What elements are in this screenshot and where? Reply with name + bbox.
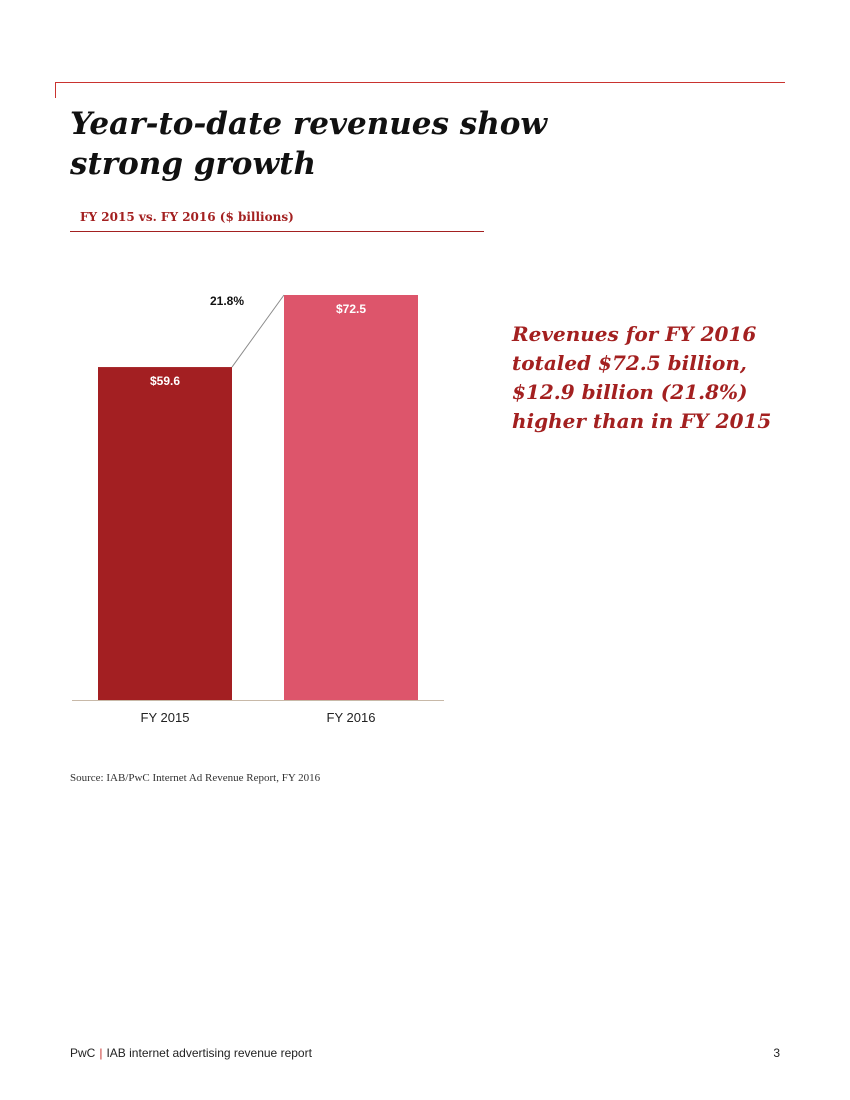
x-tick-label: FY 2016	[327, 710, 376, 725]
page-title: Year-to-date revenues show strong growth	[70, 106, 548, 182]
growth-connector-line	[231, 294, 285, 368]
footer-report-name: IAB internet advertising revenue report	[106, 1046, 312, 1060]
bar-fy-2016	[284, 295, 418, 700]
chart-subtitle: FY 2015 vs. FY 2016 ($ billions)	[80, 210, 294, 224]
subtitle-rule	[70, 231, 484, 232]
footer-separator: |	[99, 1046, 103, 1060]
source-note: Source: IAB/PwC Internet Ad Revenue Repo…	[70, 772, 321, 784]
corner-frame-mark	[55, 82, 785, 98]
highlight-callout: Revenues for FY 2016 totaled $72.5 billi…	[512, 322, 772, 433]
data-label: $59.6	[150, 374, 180, 388]
growth-label: 21.8%	[210, 294, 244, 308]
bar-fy-2015	[98, 367, 232, 700]
footer-brand: PwC	[70, 1046, 96, 1060]
page-footer: PwC | IAB internet advertising revenue rep…	[70, 1046, 780, 1060]
x-tick-label: FY 2015	[141, 710, 190, 725]
page-number: 3	[773, 1046, 780, 1060]
data-label: $72.5	[336, 302, 366, 316]
revenue-bar-chart: 21.8% $59.6 FY 2015 $72.5 FY 2016	[72, 294, 444, 725]
